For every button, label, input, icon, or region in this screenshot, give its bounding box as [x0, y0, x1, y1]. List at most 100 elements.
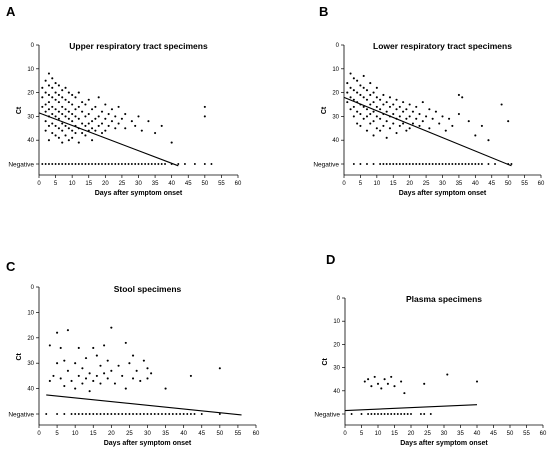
negative-point	[54, 163, 57, 165]
negative-point	[451, 163, 454, 165]
data-point	[372, 110, 375, 113]
data-point	[415, 105, 418, 108]
data-point	[77, 346, 80, 350]
negative-point	[164, 163, 166, 165]
data-point	[44, 103, 47, 106]
data-point	[418, 112, 421, 116]
y-tick-label: 20	[332, 91, 339, 97]
x-tick-label: 25	[423, 181, 430, 187]
x-tick-label: 40	[472, 181, 479, 187]
data-point	[57, 110, 60, 113]
data-point	[375, 96, 378, 99]
chart-title: Stool specimens	[114, 284, 182, 294]
data-point	[444, 129, 447, 132]
x-tick-label: 15	[390, 181, 397, 187]
negative-point	[438, 163, 441, 165]
negative-point	[421, 163, 424, 165]
data-point	[372, 134, 375, 137]
data-point	[379, 117, 382, 120]
data-point	[408, 103, 411, 106]
x-tick-label: 60	[538, 181, 545, 187]
negative-point	[385, 163, 388, 165]
data-point	[359, 124, 362, 127]
negative-point	[81, 413, 84, 415]
y-axis-label: Ct	[322, 357, 329, 365]
data-point	[97, 124, 100, 127]
data-point	[474, 134, 477, 137]
data-point	[117, 105, 120, 108]
data-point	[61, 96, 64, 99]
y-tick-label: 30	[333, 366, 340, 372]
data-point	[91, 120, 94, 123]
y-axis-label: Ct	[16, 106, 23, 114]
data-point	[356, 110, 359, 113]
negative-label: Negative	[314, 412, 340, 419]
data-point	[94, 105, 97, 108]
data-point	[362, 105, 365, 108]
data-point	[94, 117, 97, 120]
data-point	[402, 110, 405, 113]
negative-point	[84, 163, 87, 165]
data-point	[134, 124, 137, 127]
negative-point	[70, 413, 73, 415]
negative-point	[97, 163, 100, 165]
data-point	[47, 108, 50, 111]
panel-letter: D	[326, 252, 335, 267]
data-point	[369, 122, 372, 125]
data-point	[51, 112, 54, 116]
data-point	[203, 115, 206, 118]
negative-point	[51, 163, 54, 165]
data-point	[99, 364, 102, 367]
data-point	[56, 331, 59, 334]
negative-point	[74, 413, 77, 415]
data-point	[431, 117, 434, 120]
negative-point	[400, 413, 403, 415]
data-point	[372, 120, 375, 123]
data-point	[146, 377, 149, 380]
data-point	[81, 132, 84, 135]
negative-point	[396, 413, 399, 415]
data-point	[117, 122, 120, 125]
data-point	[398, 105, 401, 108]
negative-point	[114, 163, 117, 165]
data-point	[67, 91, 70, 94]
data-point	[203, 105, 206, 108]
x-tick-label: 50	[216, 431, 223, 437]
data-point	[356, 122, 359, 125]
data-point	[77, 105, 80, 108]
y-tick-label: 30	[27, 114, 34, 120]
data-point	[411, 122, 415, 125]
data-point	[218, 367, 221, 370]
data-point	[352, 77, 355, 80]
data-point	[457, 112, 460, 116]
negative-point	[406, 413, 409, 415]
x-tick-label: 45	[490, 431, 497, 437]
negative-point	[95, 413, 98, 415]
data-point	[114, 127, 117, 130]
x-tick-label: 45	[185, 181, 192, 187]
data-point	[372, 101, 375, 104]
data-point	[64, 86, 67, 89]
data-point	[124, 112, 127, 116]
negative-point	[160, 163, 163, 165]
data-point	[104, 129, 107, 132]
data-point	[392, 103, 395, 106]
y-tick-label: 20	[27, 336, 34, 342]
x-tick-label: 35	[457, 431, 464, 437]
data-point	[54, 98, 57, 101]
negative-point	[177, 163, 180, 165]
x-tick-label: 35	[456, 181, 463, 187]
data-point	[57, 136, 60, 139]
data-point	[47, 84, 50, 87]
data-point	[64, 98, 67, 101]
data-point	[51, 132, 54, 135]
negative-point	[67, 163, 70, 165]
x-tick-label: 0	[342, 181, 346, 187]
data-point	[100, 132, 104, 135]
data-point	[103, 372, 106, 375]
negative-point	[461, 163, 464, 165]
x-tick-label: 0	[37, 181, 41, 187]
negative-point	[71, 163, 74, 165]
negative-point	[130, 163, 133, 165]
negative-point	[494, 163, 496, 165]
